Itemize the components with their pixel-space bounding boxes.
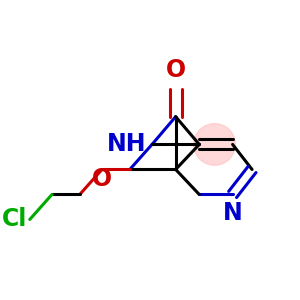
Text: O: O — [166, 58, 186, 82]
Text: Cl: Cl — [2, 208, 27, 232]
Text: O: O — [92, 167, 112, 191]
Text: N: N — [223, 201, 242, 225]
Text: NH: NH — [107, 132, 146, 156]
Ellipse shape — [194, 124, 236, 165]
